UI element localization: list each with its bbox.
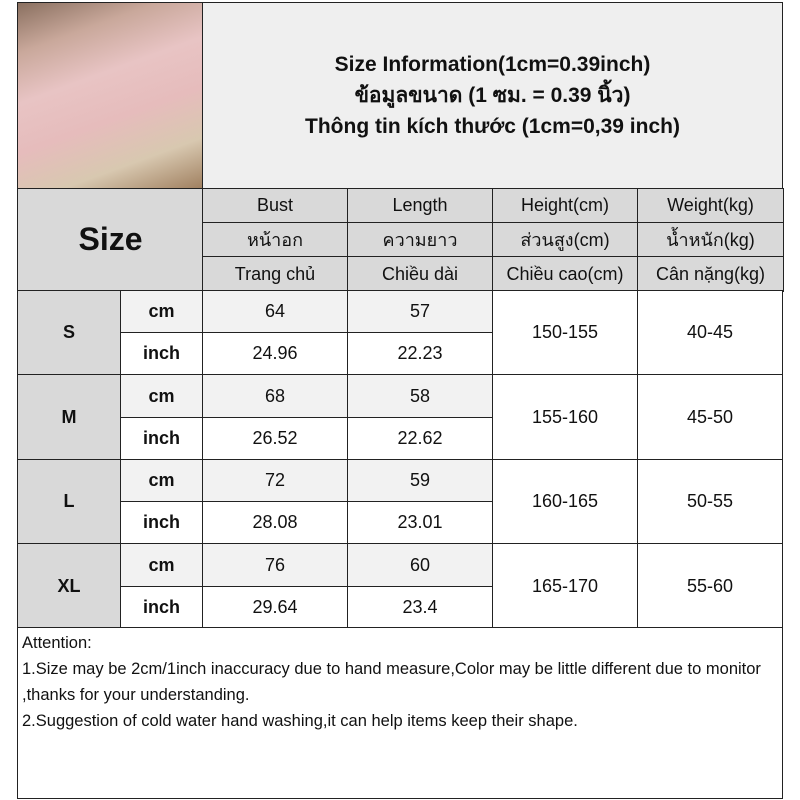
- length-cm: 60: [347, 543, 493, 587]
- attention-note-1: 1.Size may be 2cm/1inch inaccuracy due t…: [22, 660, 761, 704]
- size-label: XL: [17, 543, 121, 629]
- title-thai: ข้อมูลขนาด (1 ซม. = 0.39 นิ้ว): [354, 84, 631, 107]
- length-cm: 57: [347, 290, 493, 333]
- column-header: Trang chủ: [202, 256, 348, 292]
- unit-cm: cm: [120, 543, 203, 587]
- length-inch: 23.01: [347, 501, 493, 544]
- unit-cm: cm: [120, 290, 203, 333]
- column-header: Bust: [202, 188, 348, 223]
- weight-range: 45-50: [637, 374, 783, 460]
- product-photo: [17, 2, 204, 189]
- column-header: Chiều dài: [347, 256, 493, 292]
- length-inch: 22.62: [347, 417, 493, 460]
- size-label: M: [17, 374, 121, 460]
- bust-inch: 29.64: [202, 586, 348, 629]
- attention-note-2: 2.Suggestion of cold water hand washing,…: [22, 712, 578, 730]
- column-header: Cân nặng(kg): [637, 256, 784, 292]
- size-label: L: [17, 459, 121, 544]
- bust-cm: 64: [202, 290, 348, 333]
- title-vietnamese: Thông tin kích thước (1cm=0,39 inch): [305, 115, 680, 138]
- unit-inch: inch: [120, 332, 203, 375]
- column-header: Length: [347, 188, 493, 223]
- length-cm: 58: [347, 374, 493, 418]
- size-header: Size: [17, 188, 204, 291]
- size-label: S: [17, 290, 121, 375]
- bust-cm: 72: [202, 459, 348, 502]
- column-header: หน้าอก: [202, 222, 348, 257]
- unit-inch: inch: [120, 586, 203, 629]
- height-range: 150-155: [492, 290, 638, 375]
- unit-cm: cm: [120, 459, 203, 502]
- column-header: ความยาว: [347, 222, 493, 257]
- weight-range: 55-60: [637, 543, 783, 629]
- column-header: Chiều cao(cm): [492, 256, 638, 292]
- column-header: ส่วนสูง(cm): [492, 222, 638, 257]
- column-header: Height(cm): [492, 188, 638, 223]
- size-info-title: Size Information(1cm=0.39inch) ข้อมูลขนา…: [202, 2, 783, 189]
- attention-heading: Attention:: [22, 634, 92, 652]
- length-inch: 22.23: [347, 332, 493, 375]
- unit-cm: cm: [120, 374, 203, 418]
- unit-inch: inch: [120, 501, 203, 544]
- bust-cm: 68: [202, 374, 348, 418]
- bust-cm: 76: [202, 543, 348, 587]
- column-header: Weight(kg): [637, 188, 784, 223]
- length-inch: 23.4: [347, 586, 493, 629]
- weight-range: 50-55: [637, 459, 783, 544]
- column-header: น้ำหนัก(kg): [637, 222, 784, 257]
- height-range: 165-170: [492, 543, 638, 629]
- weight-range: 40-45: [637, 290, 783, 375]
- bust-inch: 24.96: [202, 332, 348, 375]
- bust-inch: 26.52: [202, 417, 348, 460]
- unit-inch: inch: [120, 417, 203, 460]
- title-english: Size Information(1cm=0.39inch): [334, 53, 651, 76]
- attention-notes: Attention: 1.Size may be 2cm/1inch inacc…: [17, 627, 783, 799]
- bust-inch: 28.08: [202, 501, 348, 544]
- length-cm: 59: [347, 459, 493, 502]
- height-range: 160-165: [492, 459, 638, 544]
- height-range: 155-160: [492, 374, 638, 460]
